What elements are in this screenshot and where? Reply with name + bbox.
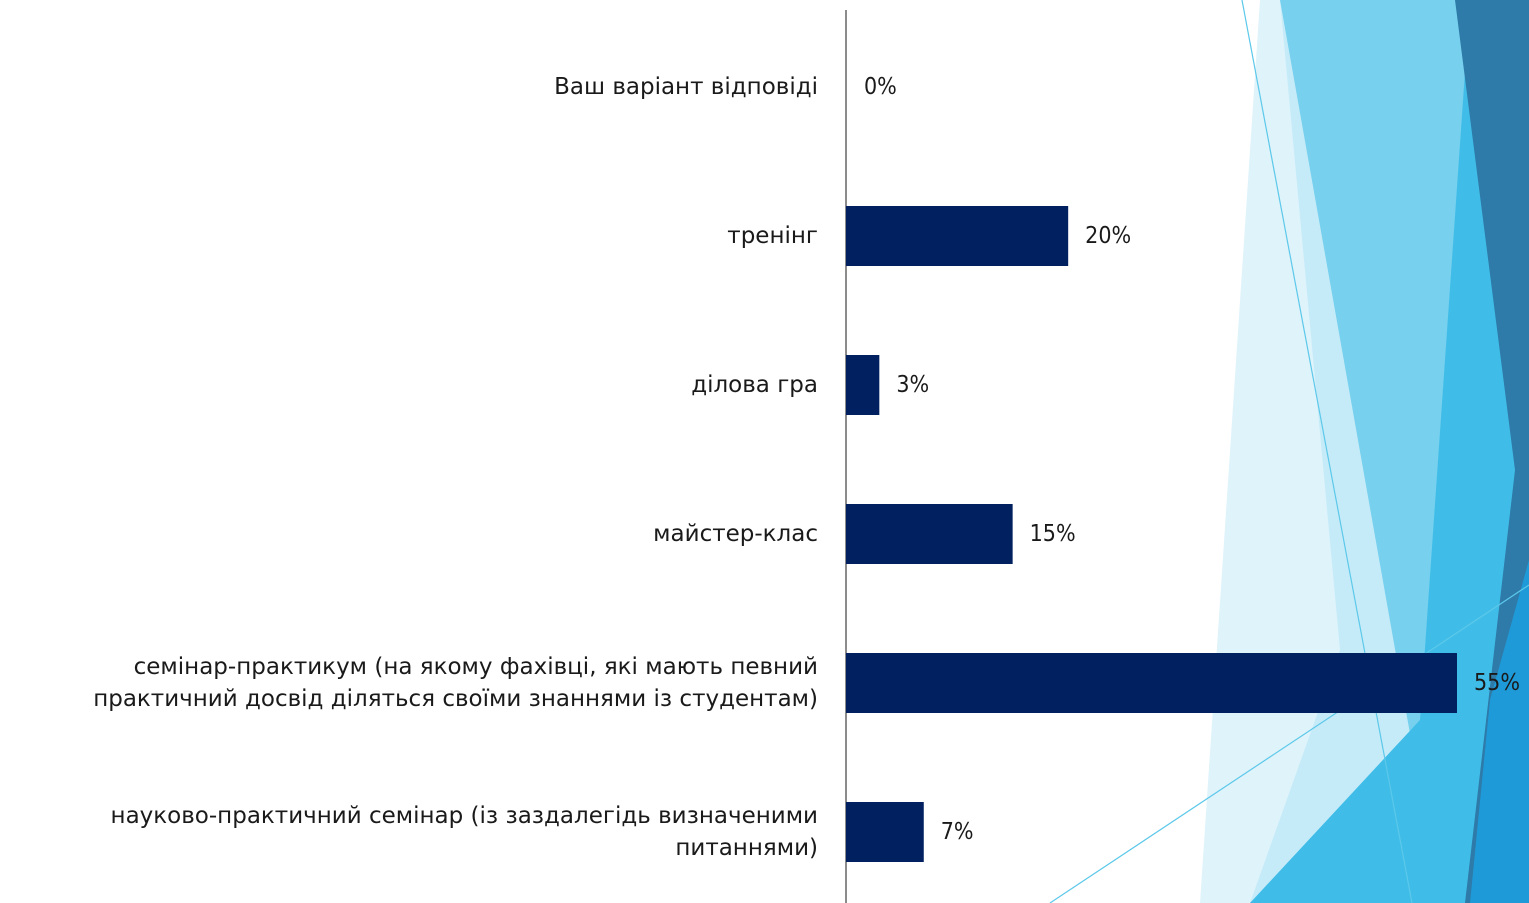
bar xyxy=(846,653,1457,713)
category-label: тренінг xyxy=(727,223,818,249)
category-label: ділова гра xyxy=(691,372,818,398)
category-label: Ваш варіант відповіді xyxy=(554,74,818,100)
data-label: 0% xyxy=(864,74,897,100)
bar xyxy=(846,206,1069,266)
data-label: 55% xyxy=(1474,670,1520,696)
bar xyxy=(846,504,1013,564)
bar xyxy=(846,802,924,862)
decor-thin-line-1 xyxy=(1241,0,1413,903)
data-label: 20% xyxy=(1085,223,1132,249)
decor-thin-line-2 xyxy=(1049,584,1529,903)
decor-blue-facet xyxy=(1470,560,1529,903)
data-label: 7% xyxy=(940,819,974,845)
bar xyxy=(846,355,880,415)
category-label: семінар-практикум (на якому фахівці, які… xyxy=(93,654,818,712)
data-label: 15% xyxy=(1029,521,1076,547)
data-label: 3% xyxy=(896,372,930,398)
category-label: науково-практичний семінар (із заздалегі… xyxy=(110,803,818,861)
bars-group xyxy=(846,206,1457,862)
decor-bright-facet xyxy=(1250,0,1529,903)
category-label: майстер-клас xyxy=(653,521,818,547)
